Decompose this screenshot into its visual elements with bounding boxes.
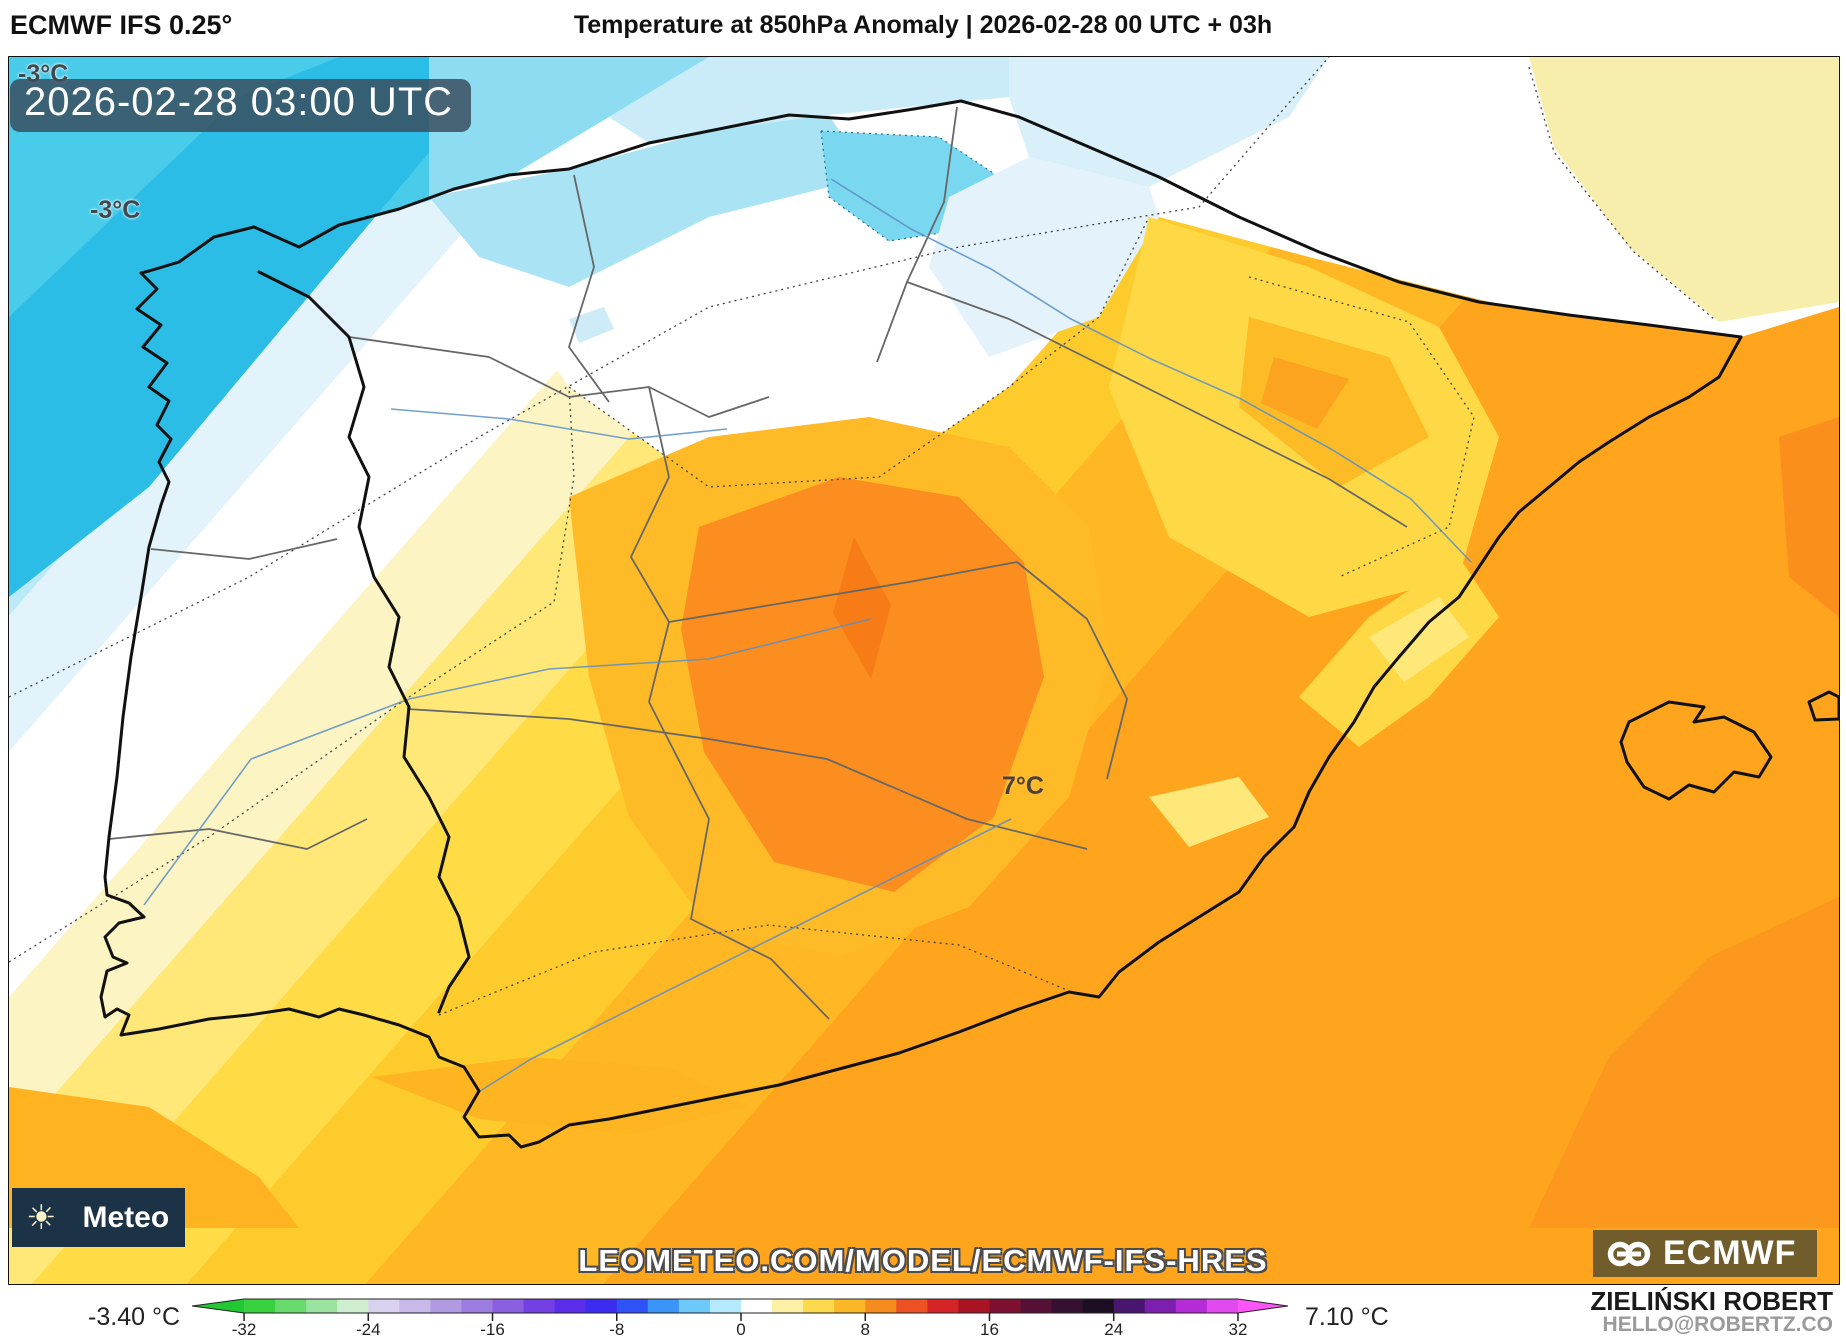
svg-text:-32: -32: [232, 1320, 257, 1338]
brand-logo: ☀ Meteo: [12, 1188, 185, 1247]
svg-text:32: 32: [1228, 1320, 1247, 1338]
anomaly-field-graphic: [9, 57, 1839, 1284]
colorbar-scale: -32 -24 -16 -8 0 8 16 24 32: [191, 1298, 1289, 1338]
svg-text:16: 16: [980, 1320, 999, 1338]
ecmwf-logo: ECMWF: [1593, 1230, 1817, 1277]
svg-text:24: 24: [1104, 1320, 1123, 1338]
colorbar-min-label: -3.40 °C: [88, 1303, 180, 1331]
timestamp-badge: 2026-02-28 03:00 UTC: [10, 79, 472, 132]
svg-text:8: 8: [861, 1320, 870, 1338]
svg-text:0: 0: [736, 1320, 745, 1338]
credit-email: HELLO@ROBERTZ.CO: [1602, 1313, 1833, 1336]
svg-text:-24: -24: [356, 1320, 381, 1338]
sun-icon: ☀: [26, 1198, 57, 1237]
anomaly-map: [8, 56, 1840, 1285]
page-title: Temperature at 850hPa Anomaly | 2026-02-…: [573, 11, 1273, 39]
anomaly-value-label: 7°C: [1002, 772, 1044, 800]
ecmwf-logo-text: ECMWF: [1663, 1234, 1797, 1272]
anomaly-value-label: -3°C: [90, 196, 141, 224]
credit-author: ZIELIŃSKI ROBERT: [1590, 1286, 1833, 1316]
ecmwf-rings-icon: [1607, 1241, 1651, 1266]
svg-text:-8: -8: [609, 1320, 624, 1338]
model-name: ECMWF IFS 0.25°: [10, 10, 233, 40]
colorbar-max-label: 7.10 °C: [1305, 1303, 1389, 1331]
brand-logo-text: Meteo: [82, 1200, 170, 1234]
watermark-url: LEOMETEO.COM/MODEL/ECMWF-IFS-HRES: [578, 1243, 1268, 1278]
svg-text:-16: -16: [480, 1320, 505, 1338]
